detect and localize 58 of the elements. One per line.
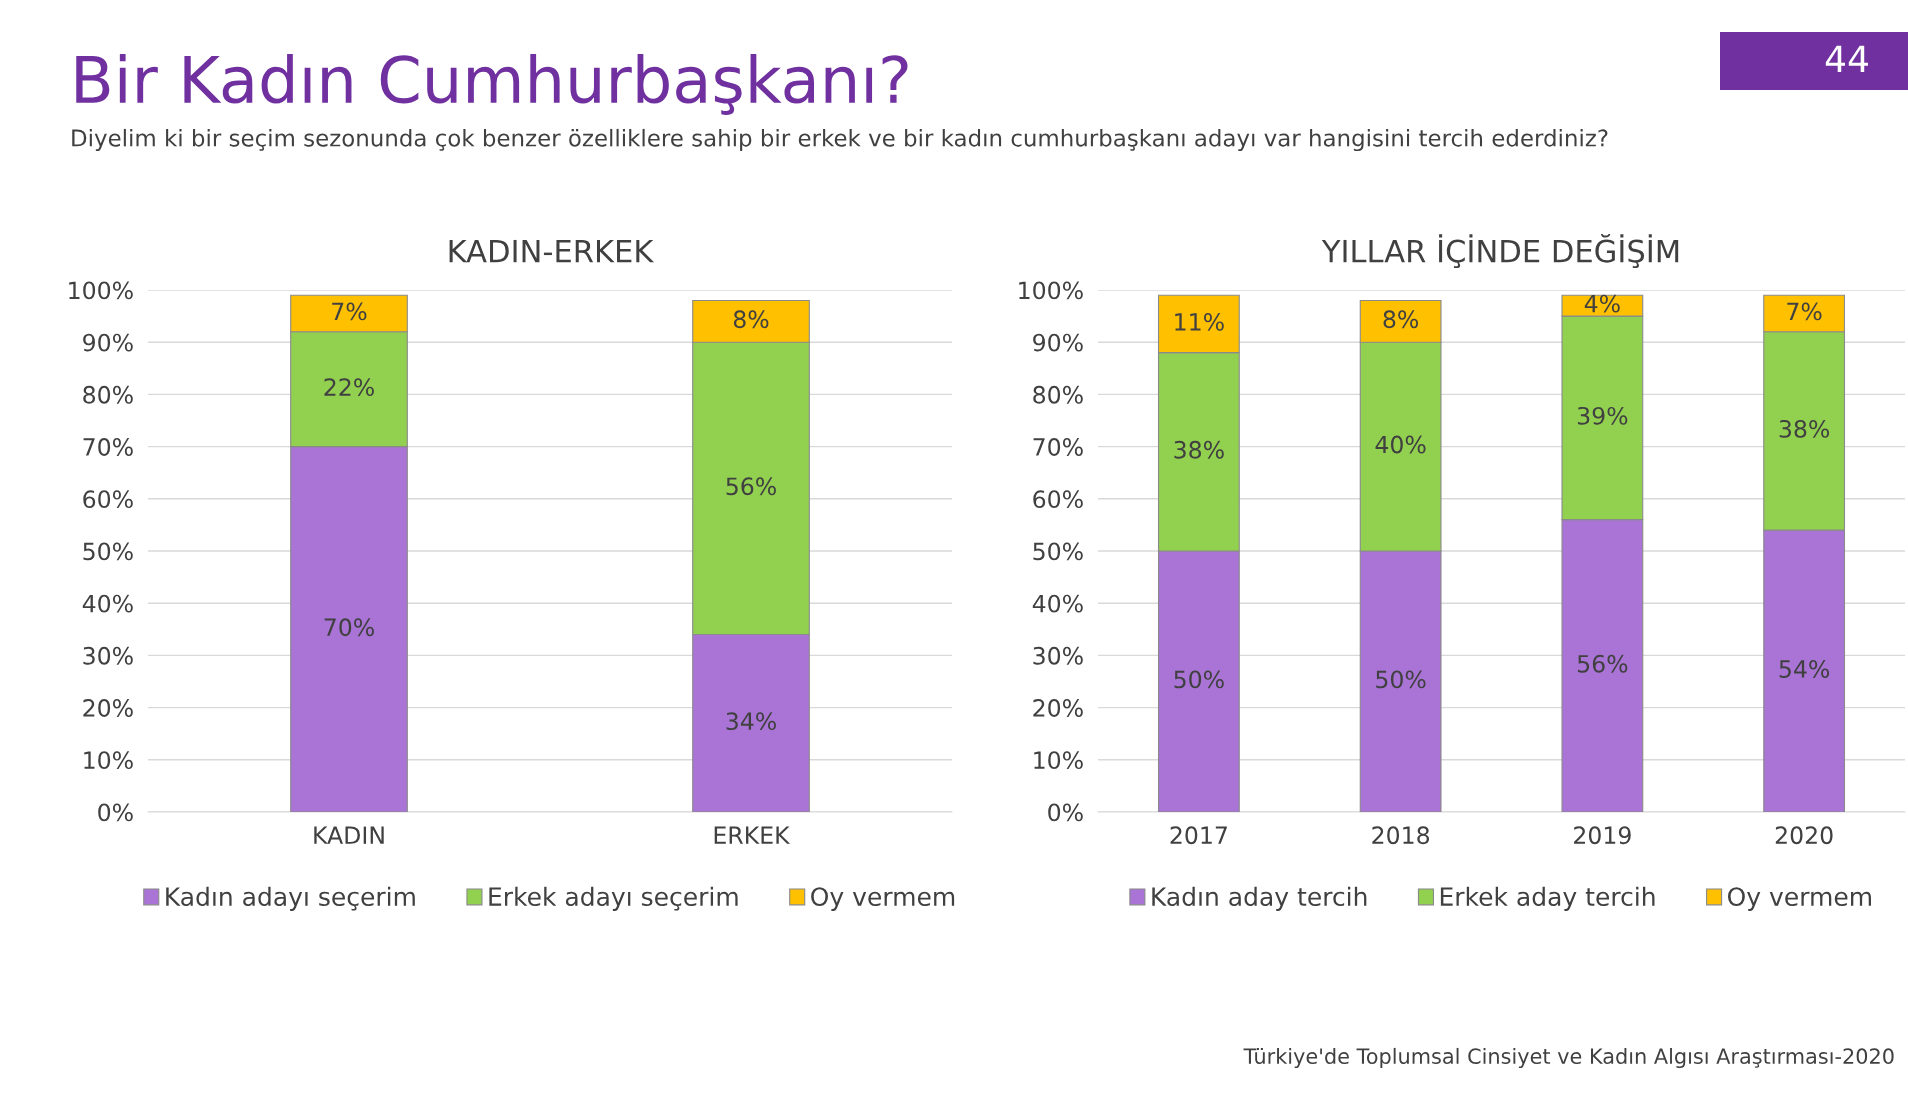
data-label: 22%	[324, 378, 374, 397]
x-tick-label: ERKEK	[714, 826, 791, 844]
x-tick-label: 2017	[1170, 826, 1227, 845]
y-tick-label: 50%	[1033, 542, 1083, 561]
data-label: 38%	[1779, 419, 1830, 438]
y-tick-label: 60%	[83, 490, 133, 509]
y-tick-label: 40%	[82, 594, 133, 613]
y-tick-label: 20%	[83, 699, 133, 717]
y-tick-label: 10%	[1034, 751, 1083, 770]
x-tick-label: 2019	[1574, 826, 1631, 845]
chart-title: KADIN-ERKEK	[449, 239, 655, 263]
data-label: 11%	[1175, 312, 1224, 331]
legend-label: Oy vermem	[1727, 887, 1871, 911]
x-tick-label: 2018	[1372, 826, 1430, 845]
y-tick-label: 100%	[1019, 281, 1083, 300]
data-label: 7%	[332, 302, 367, 321]
y-tick-label: 0%	[98, 803, 133, 822]
y-tick-label: 0%	[1048, 803, 1083, 822]
text: Türkiye'de Toplumsal Cinsiyet ve Kadın Algısı Araştırması-2020	[1243, 1047, 1894, 1069]
data-label: 54%	[1779, 660, 1830, 678]
y-tick-label: 20%	[1033, 699, 1083, 717]
legend-label: Kadın adayı seçerim	[166, 886, 415, 911]
legend-label: Oy vermem	[811, 887, 955, 911]
text: Diyelim ki bir seçim sezonunda çok benzer özelliklere sahip bir erkek ve bir kadın cumhurbaşkanı adayı var hangisini tercih ederdiniz?	[72, 128, 1608, 152]
data-label: 56%	[726, 477, 776, 496]
y-tick-label: 40%	[1032, 594, 1083, 613]
legend-label: Erkek aday tercih	[1440, 886, 1655, 911]
data-label: 40%	[1375, 435, 1426, 454]
legend-label: Erkek adayı seçerim	[489, 886, 738, 911]
x-tick-label: KADIN	[314, 826, 384, 844]
y-tick-label: 70%	[83, 438, 133, 456]
y-tick-label: 60%	[1033, 490, 1083, 509]
data-label: 7%	[1787, 302, 1822, 321]
y-tick-label: 30%	[1033, 646, 1083, 665]
data-label: 4%	[1584, 294, 1620, 313]
data-label: 50%	[1376, 670, 1426, 689]
x-tick-label: 2020	[1775, 826, 1833, 845]
text: 44	[1825, 45, 1868, 72]
y-tick-label: 100%	[69, 281, 133, 300]
y-tick-label: 90%	[1033, 333, 1083, 352]
text: Bir Kadın Cumhurbaşkanı?	[76, 54, 908, 115]
chart-title: YILLAR İÇİNDE DEĞİŞİM	[1321, 233, 1679, 269]
y-tick-label: 80%	[83, 385, 133, 404]
data-label: 34%	[726, 712, 776, 731]
data-label: 8%	[1383, 310, 1419, 329]
data-label: 8%	[733, 310, 769, 329]
legend-label: Kadın aday tercih	[1152, 886, 1367, 911]
data-label: 39%	[1577, 406, 1628, 425]
data-label: 38%	[1174, 440, 1224, 459]
y-tick-label: 30%	[83, 646, 133, 665]
data-label: 50%	[1174, 670, 1224, 689]
data-label: 70%	[324, 618, 374, 637]
y-tick-label: 80%	[1033, 385, 1083, 404]
y-tick-label: 10%	[84, 751, 133, 770]
y-tick-label: 50%	[83, 542, 133, 561]
y-tick-label: 90%	[83, 333, 133, 352]
y-tick-label: 70%	[1033, 438, 1083, 456]
data-label: 56%	[1577, 654, 1628, 673]
